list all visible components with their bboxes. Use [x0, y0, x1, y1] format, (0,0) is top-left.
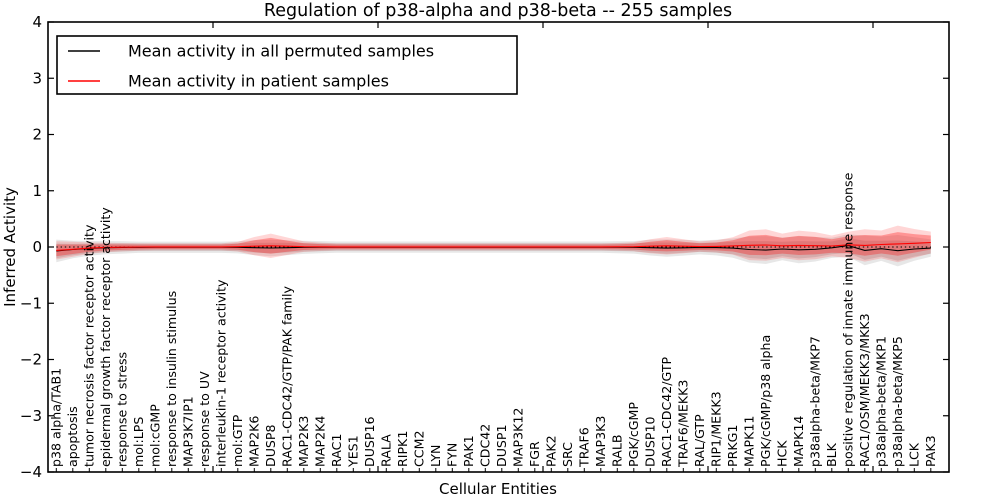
- x-category-label: interleukin-1 receptor activity: [214, 279, 229, 467]
- x-category-label: apoptosis: [65, 406, 80, 467]
- x-category-label: RALA: [379, 434, 394, 467]
- x-category-label: MAPK14: [791, 416, 806, 467]
- x-category-label: PRKG1: [725, 425, 740, 467]
- y-tick-label: 4: [32, 13, 42, 31]
- x-category-label: positive regulation of innate immune res…: [841, 172, 856, 467]
- x-category-label: response to insulin stimulus: [164, 291, 179, 467]
- x-category-label: MAP2K6: [247, 416, 262, 467]
- x-category-label: PGK/cGMP: [626, 402, 641, 467]
- x-category-label: DUSP1: [494, 424, 509, 467]
- legend-label-permuted: Mean activity in all permuted samples: [128, 42, 434, 61]
- x-category-label: p38 alpha/TAB1: [49, 368, 64, 467]
- x-category-label: PAK2: [544, 435, 559, 467]
- x-category-labels: p38 alpha/TAB1 apoptosis tumor necrosis fa…: [49, 172, 938, 468]
- x-category-label: PGK/cGMP/p38 alpha: [758, 335, 773, 467]
- y-tick-label: −3: [20, 407, 42, 425]
- y-tick-labels: 4 3 2 1 0 −1 −2 −3 −4: [20, 13, 42, 481]
- x-category-label: p38alpha-beta/MKP1: [874, 336, 889, 467]
- y-tick-label: 0: [32, 238, 42, 256]
- legend-box: [56, 35, 518, 95]
- legend: Mean activity in all permuted samples Me…: [56, 35, 518, 95]
- x-category-label: YES1: [346, 435, 361, 468]
- y-tick-label: 1: [32, 182, 42, 200]
- permuted-band-inner: [56, 238, 931, 261]
- x-category-label: p38alpha-beta/MKP7: [808, 336, 823, 467]
- x-category-label: RAC1: [329, 434, 344, 467]
- x-category-label: LCK: [907, 442, 922, 467]
- x-category-label: RAL/GTP: [692, 414, 707, 467]
- x-category-label: MAPK11: [742, 416, 757, 467]
- x-category-label: mol:cGMP: [148, 404, 163, 467]
- x-category-label: RAC1-CDC42/GTP: [659, 356, 674, 467]
- x-category-label: response to stress: [115, 352, 130, 467]
- patient-band-outer: [56, 225, 931, 263]
- x-axis-label: Cellular Entities: [439, 480, 557, 498]
- x-category-label: DUSP10: [643, 416, 658, 467]
- x-category-label: LYN: [428, 445, 443, 467]
- x-category-label: tumor necrosis factor receptor activity: [82, 224, 97, 467]
- y-tick-label: −2: [20, 351, 42, 369]
- patient-mean-line: [56, 241, 931, 251]
- band-layer: [56, 225, 931, 267]
- x-category-label: TRAF6/MEKK3: [676, 380, 691, 468]
- x-category-label: BLK: [824, 442, 839, 467]
- x-category-label: DUSP16: [362, 416, 377, 467]
- x-category-label: epidermal growth factor receptor activit…: [98, 207, 113, 467]
- x-category-label: TRAF6: [577, 427, 592, 468]
- x-category-label: mol:LPS: [131, 417, 146, 467]
- x-category-label: SRC: [560, 442, 575, 467]
- x-category-label: PAK3: [923, 435, 938, 467]
- x-category-label: CCM2: [412, 431, 427, 467]
- permuted-band-outer: [56, 234, 931, 267]
- x-category-label: RAC1/OSM/MEKK3/MKK3: [857, 313, 872, 467]
- x-category-label: p38alpha-beta/MKP5: [890, 336, 905, 467]
- x-category-label: RIP1/MEKK3: [709, 391, 724, 467]
- x-category-label: RALB: [610, 434, 625, 467]
- y-tick-label: −4: [20, 463, 42, 481]
- x-category-label: MAP3K3: [593, 416, 608, 467]
- x-category-label: FGR: [527, 441, 542, 467]
- x-category-label: HCK: [775, 440, 790, 467]
- chart-title: Regulation of p38-alpha and p38-beta -- …: [264, 1, 732, 21]
- x-category-label: CDC42: [478, 424, 493, 467]
- y-tick-label: 3: [32, 69, 42, 87]
- x-category-label: MAP3K12: [511, 408, 526, 467]
- x-category-label: PAK1: [461, 435, 476, 467]
- plot-frame: [47, 21, 950, 473]
- x-category-label: RAC1-CDC42/GTP/PAK family: [280, 286, 295, 467]
- y-axis-label: Inferred Activity: [1, 187, 19, 307]
- x-category-label: RIPK1: [395, 431, 410, 467]
- y-tick-label: −1: [20, 294, 42, 312]
- x-category-label: FYN: [445, 443, 460, 467]
- x-category-label: DUSP8: [263, 424, 278, 467]
- legend-label-patient: Mean activity in patient samples: [128, 72, 389, 91]
- patient-band-inner: [56, 232, 931, 257]
- x-category-label: MAP2K4: [313, 416, 328, 467]
- x-category-label: MAP3K7IP1: [181, 396, 196, 467]
- y-tick-label: 2: [32, 126, 42, 144]
- x-category-label: response to UV: [197, 371, 212, 467]
- x-category-label: MAP2K3: [296, 416, 311, 467]
- series-line-layer: [56, 241, 931, 252]
- x-category-label: mol:GTP: [230, 414, 245, 467]
